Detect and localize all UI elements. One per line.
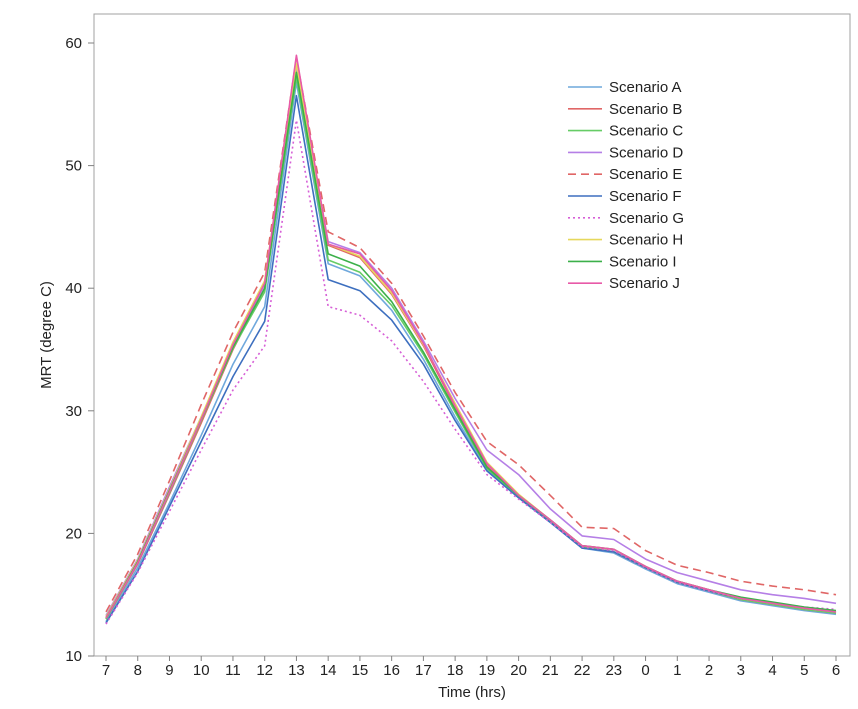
legend-label: Scenario H bbox=[609, 232, 683, 249]
y-tick-label: 30 bbox=[65, 403, 82, 420]
x-tick-label: 9 bbox=[165, 662, 173, 679]
series-line-scenario-g bbox=[105, 119, 837, 625]
legend-label: Scenario I bbox=[609, 253, 677, 270]
y-tick-label: 10 bbox=[65, 648, 82, 665]
legend-label: Scenario A bbox=[609, 79, 682, 96]
x-tick-label: 7 bbox=[102, 662, 110, 679]
legend-label: Scenario J bbox=[609, 275, 680, 292]
x-tick-label: 17 bbox=[415, 662, 432, 679]
x-tick-label: 19 bbox=[479, 662, 496, 679]
x-tick-label: 21 bbox=[542, 662, 559, 679]
legend-label: Scenario C bbox=[609, 123, 683, 140]
y-axis: 10 20 30 40 50 60 bbox=[65, 35, 94, 665]
series-line-scenario-e bbox=[105, 56, 837, 613]
x-tick-label: 12 bbox=[256, 662, 273, 679]
x-tick-label: 4 bbox=[768, 662, 776, 679]
y-tick-label: 40 bbox=[65, 280, 82, 297]
legend: Scenario A Scenario B Scenario C Scenario D… bbox=[568, 79, 684, 292]
y-tick-label: 20 bbox=[65, 525, 82, 542]
x-axis-label: Time (hrs) bbox=[438, 684, 506, 701]
x-tick-label: 15 bbox=[352, 662, 369, 679]
x-tick-label: 6 bbox=[832, 662, 840, 679]
x-tick-label: 20 bbox=[510, 662, 527, 679]
x-tick-label: 3 bbox=[737, 662, 745, 679]
x-tick-label: 5 bbox=[800, 662, 808, 679]
x-tick-label: 2 bbox=[705, 662, 713, 679]
plot-frame bbox=[93, 13, 851, 657]
x-tick-label: 13 bbox=[288, 662, 305, 679]
legend-label: Scenario F bbox=[609, 188, 682, 205]
legend-label: Scenario D bbox=[609, 144, 683, 161]
y-axis-label: MRT (degree C) bbox=[38, 281, 55, 389]
x-tick-label: 0 bbox=[641, 662, 649, 679]
x-tick-label: 22 bbox=[574, 662, 591, 679]
y-tick-label: 60 bbox=[65, 35, 82, 52]
legend-label: Scenario B bbox=[609, 101, 682, 118]
x-tick-label: 18 bbox=[447, 662, 464, 679]
x-tick-label: 11 bbox=[225, 662, 241, 679]
y-tick-label: 50 bbox=[65, 158, 82, 175]
x-tick-label: 23 bbox=[605, 662, 622, 679]
x-tick-label: 8 bbox=[134, 662, 142, 679]
x-tick-label: 14 bbox=[320, 662, 337, 679]
legend-label: Scenario G bbox=[609, 210, 684, 227]
x-axis: 7 8 9 10 11 12 13 14 15 16 17 18 19 20 21 22 23 0 1 2 3 4 5 6 bbox=[102, 656, 840, 679]
series-line-scenario-a bbox=[105, 81, 837, 623]
series-line-scenario-j bbox=[105, 54, 837, 619]
x-tick-label: 16 bbox=[383, 662, 400, 679]
x-tick-label: 1 bbox=[673, 662, 681, 679]
series-lines bbox=[105, 54, 837, 625]
x-tick-label: 10 bbox=[193, 662, 210, 679]
legend-label: Scenario E bbox=[609, 166, 682, 183]
